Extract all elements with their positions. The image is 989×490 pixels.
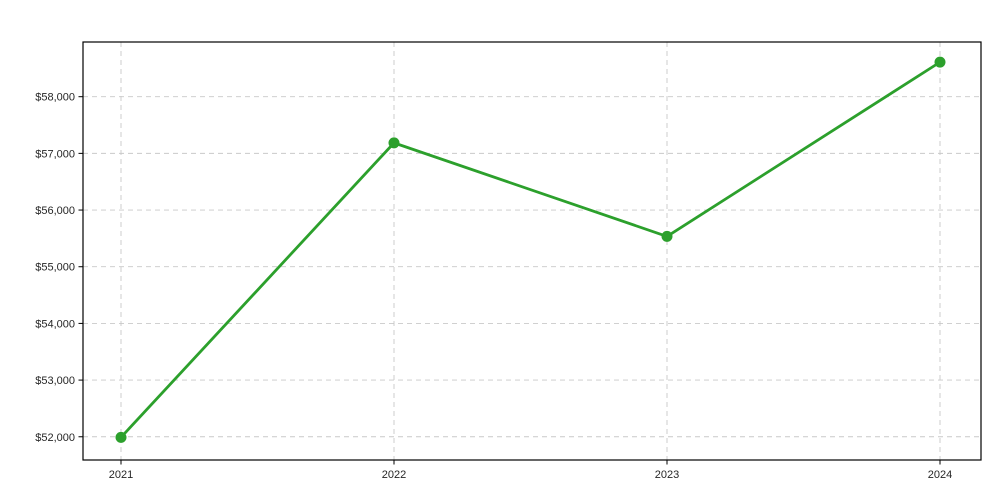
trend-line <box>119 60 942 439</box>
x-tick-label: 2022 <box>382 469 406 481</box>
x-tick-label: 2024 <box>928 469 952 481</box>
y-tick-label: $52,000 <box>35 432 75 444</box>
y-tick-label: $56,000 <box>35 205 75 217</box>
y-tick-label: $57,000 <box>35 148 75 160</box>
data-point <box>934 56 946 68</box>
y-tick-label: $53,000 <box>35 375 75 387</box>
x-tick-label: 2021 <box>109 469 133 481</box>
axes-spines <box>82 41 982 461</box>
data-point <box>388 137 400 149</box>
y-tick-label: $55,000 <box>35 262 75 274</box>
data-point <box>115 431 127 443</box>
y-tick-label: $58,000 <box>35 92 75 104</box>
x-tick-label: 2023 <box>655 469 679 481</box>
data-point <box>661 230 673 242</box>
y-tick-label: $54,000 <box>35 318 75 330</box>
